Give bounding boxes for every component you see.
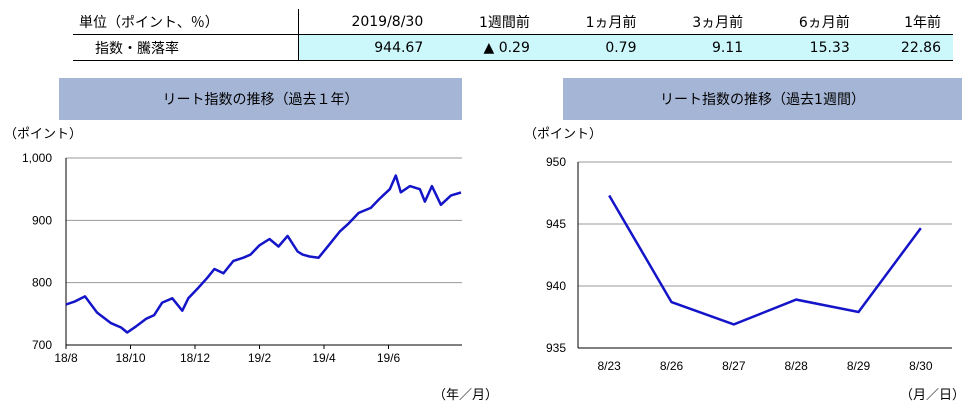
series-line — [65, 174, 462, 334]
y-tick-label: 945 — [546, 217, 566, 231]
y-tick-label: 900 — [32, 213, 52, 227]
x-tick-label: 19/6 — [377, 351, 401, 365]
summary-1w-value: ▲ 0.29 — [435, 34, 542, 61]
summary-6m-value: 15.33 — [755, 34, 862, 61]
x-tick-label: 18/12 — [180, 351, 210, 365]
chart-1w-y-unit: （ポイント） — [524, 127, 603, 142]
summary-1m-value: 0.79 — [541, 34, 649, 61]
x-tick-label: 8/26 — [660, 359, 684, 373]
x-tick-label: 18/10 — [115, 351, 145, 365]
summary-row-label: 指数・騰落率 — [73, 34, 299, 61]
y-tick-label: 950 — [546, 155, 566, 169]
x-tick-label: 19/2 — [248, 351, 272, 365]
summary-unit-header: 単位（ポイント、％） — [73, 9, 299, 35]
summary-header-row: 単位（ポイント、％） 2019/8/30 1週間前 1ヵ月前 3ヵ月前 6ヵ月前… — [73, 9, 953, 35]
x-tick-label: 8/30 — [909, 359, 933, 373]
summary-value-row: 指数・騰落率 944.67 ▲ 0.29 0.79 9.11 15.33 22.… — [73, 34, 953, 61]
y-tick-label: 935 — [546, 341, 566, 355]
chart-1y-y-unit: （ポイント） — [4, 127, 83, 142]
chart-1y-title: リート指数の推移（過去１年） — [59, 78, 462, 120]
chart-1y-x-unit: （年／月） — [433, 388, 499, 403]
summary-1y-value: 22.86 — [861, 34, 953, 61]
summary-6m-header: 6ヵ月前 — [755, 9, 862, 35]
summary-table: 単位（ポイント、％） 2019/8/30 1週間前 1ヵ月前 3ヵ月前 6ヵ月前… — [73, 9, 953, 61]
summary-3m-header: 3ヵ月前 — [648, 9, 756, 35]
chart-1w-x-unit: （月／日） — [900, 388, 966, 403]
x-tick-label: 8/27 — [722, 359, 746, 373]
x-tick-label: 8/23 — [597, 359, 621, 373]
y-tick-label: 800 — [32, 276, 52, 290]
x-tick-label: 19/4 — [312, 351, 336, 365]
y-tick-label: 940 — [546, 279, 566, 293]
summary-date-header: 2019/8/30 — [298, 9, 436, 35]
y-tick-label: 700 — [32, 338, 52, 352]
y-tick-label: 1,000 — [22, 151, 52, 165]
summary-index-value: 944.67 — [298, 34, 436, 61]
summary-1y-header: 1年前 — [861, 9, 953, 35]
series-line — [608, 194, 922, 326]
x-tick-label: 8/29 — [847, 359, 871, 373]
summary-1w-header: 1週間前 — [435, 9, 542, 35]
x-tick-label: 18/8 — [54, 351, 78, 365]
x-tick-label: 8/28 — [784, 359, 808, 373]
chart-1w-title: リート指数の推移（過去1週間） — [563, 78, 962, 120]
summary-1m-header: 1ヵ月前 — [541, 9, 649, 35]
summary-3m-value: 9.11 — [648, 34, 756, 61]
